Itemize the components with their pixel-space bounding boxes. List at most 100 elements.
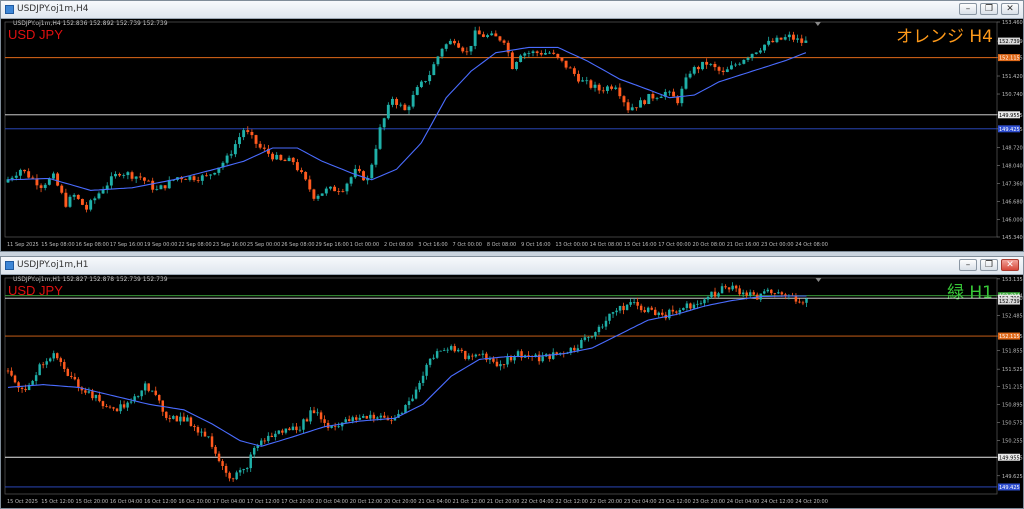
x-tick-label: 25 Sep 00:00 bbox=[247, 242, 280, 248]
candle-body bbox=[309, 410, 312, 422]
close-button[interactable]: ✕ bbox=[1001, 259, 1019, 271]
candle-body bbox=[597, 326, 601, 333]
chart-window-h1[interactable]: USDJPY.oj1m,H1 – ❐ ✕ USDJPY.oj1m,H1 152.… bbox=[0, 256, 1024, 509]
close-button[interactable]: ✕ bbox=[1001, 3, 1019, 15]
y-tick-label: 148.040 bbox=[1002, 164, 1023, 170]
candle-body bbox=[126, 172, 130, 176]
candle-body bbox=[758, 50, 762, 53]
level-price-label: 152.115 bbox=[999, 334, 1020, 340]
candle-body bbox=[256, 445, 259, 448]
candle-body bbox=[490, 33, 494, 36]
current-price-label: 152.739 bbox=[999, 39, 1020, 45]
candlestick-chart[interactable]: 153.135152.834152.790152.485152.115151.8… bbox=[1, 274, 1023, 508]
candle-body bbox=[400, 413, 404, 415]
candle-body bbox=[516, 351, 520, 358]
candle-body bbox=[207, 436, 210, 438]
candle-body bbox=[97, 193, 101, 199]
candle-body bbox=[126, 402, 129, 408]
candle-body bbox=[379, 415, 383, 418]
level-price-label: 149.955 bbox=[999, 455, 1020, 461]
x-tick-label: 11 Sep 2025 bbox=[7, 242, 39, 248]
window-title: USDJPY.oj1m,H4 bbox=[17, 4, 89, 14]
candle-body bbox=[138, 176, 142, 178]
candle-body bbox=[64, 192, 68, 207]
candle-body bbox=[706, 296, 710, 300]
candle-body bbox=[45, 361, 48, 365]
x-tick-label: 20 Oct 20:00 bbox=[384, 499, 417, 505]
candle-body bbox=[193, 426, 196, 428]
candle-body bbox=[43, 184, 47, 188]
window-title: USDJPY.oj1m,H1 bbox=[17, 260, 89, 270]
chart-window-h4[interactable]: USDJPY.oj1m,H4 – ❐ ✕ USDJPY.oj1m,H4 152.… bbox=[0, 0, 1024, 252]
candle-body bbox=[626, 102, 630, 111]
restore-button[interactable]: ❐ bbox=[980, 3, 998, 15]
candle-body bbox=[411, 398, 414, 402]
candle-body bbox=[326, 422, 330, 428]
candle-body bbox=[580, 339, 583, 349]
x-tick-label: 22 Oct 20:00 bbox=[590, 499, 623, 505]
candle-body bbox=[284, 428, 288, 433]
candle-body bbox=[221, 461, 224, 466]
y-tick-label: 149.625 bbox=[1002, 474, 1023, 480]
title-bar[interactable]: USDJPY.oj1m,H1 – ❐ ✕ bbox=[1, 257, 1023, 275]
candle-body bbox=[754, 52, 758, 54]
candle-body bbox=[608, 313, 611, 321]
candle-body bbox=[730, 65, 733, 70]
candle-body bbox=[151, 180, 155, 190]
candle-body bbox=[477, 30, 481, 35]
chart-window-icon bbox=[5, 5, 14, 14]
x-tick-label: 23 Oct 00:00 bbox=[761, 242, 794, 248]
candle-body bbox=[509, 356, 513, 361]
minimize-button[interactable]: – bbox=[959, 3, 977, 15]
candle-body bbox=[122, 175, 126, 176]
candle-body bbox=[250, 131, 254, 136]
candle-body bbox=[551, 352, 555, 359]
x-tick-label: 21 Oct 12:00 bbox=[453, 499, 486, 505]
restore-button[interactable]: ❐ bbox=[980, 259, 998, 271]
candle-body bbox=[200, 431, 203, 433]
candle-body bbox=[56, 353, 59, 359]
candle-body bbox=[382, 118, 386, 128]
candle-body bbox=[581, 80, 585, 82]
candle-body bbox=[115, 408, 119, 412]
candle-body bbox=[353, 168, 357, 178]
timeframe-label: オレンジ H4 bbox=[895, 27, 993, 47]
candle-body bbox=[31, 380, 34, 385]
candle-body bbox=[238, 137, 241, 145]
candle-body bbox=[537, 354, 541, 362]
candle-body bbox=[539, 52, 543, 55]
candle-body bbox=[142, 177, 146, 181]
candle-body bbox=[601, 90, 605, 92]
candle-body bbox=[424, 81, 427, 82]
x-tick-label: 2 Oct 08:00 bbox=[384, 242, 413, 248]
level-price-tag bbox=[998, 125, 1020, 133]
candle-body bbox=[593, 84, 597, 88]
candle-body bbox=[647, 93, 651, 105]
y-tick-label: 150.255 bbox=[1002, 438, 1023, 444]
candle-body bbox=[502, 364, 506, 365]
candle-body bbox=[432, 64, 436, 76]
candle-body bbox=[804, 40, 808, 43]
current-price-tag bbox=[998, 37, 1020, 45]
x-tick-label: 16 Sep 08:00 bbox=[76, 242, 109, 248]
candle-body bbox=[337, 426, 340, 428]
candle-body bbox=[688, 73, 692, 78]
candle-body bbox=[576, 348, 580, 351]
candle-body bbox=[56, 173, 60, 186]
candle-body bbox=[13, 375, 17, 383]
candle-body bbox=[101, 189, 105, 194]
candle-body bbox=[277, 430, 281, 434]
candle-body bbox=[386, 104, 390, 119]
candle-body bbox=[432, 357, 435, 359]
candle-body bbox=[763, 291, 766, 294]
title-bar[interactable]: USDJPY.oj1m,H4 – ❐ ✕ bbox=[1, 1, 1023, 19]
candle-body bbox=[80, 198, 84, 205]
candle-body bbox=[552, 52, 556, 54]
candle-body bbox=[675, 311, 678, 313]
candle-body bbox=[738, 63, 742, 65]
candle-body bbox=[495, 361, 499, 367]
candlestick-chart[interactable]: 153.460 152.739 152.115 151.420 150.740 149.9… bbox=[1, 18, 1023, 251]
candle-body bbox=[436, 56, 440, 65]
minimize-button[interactable]: – bbox=[959, 259, 977, 271]
y-tick-label: 146.680 bbox=[1002, 200, 1023, 206]
